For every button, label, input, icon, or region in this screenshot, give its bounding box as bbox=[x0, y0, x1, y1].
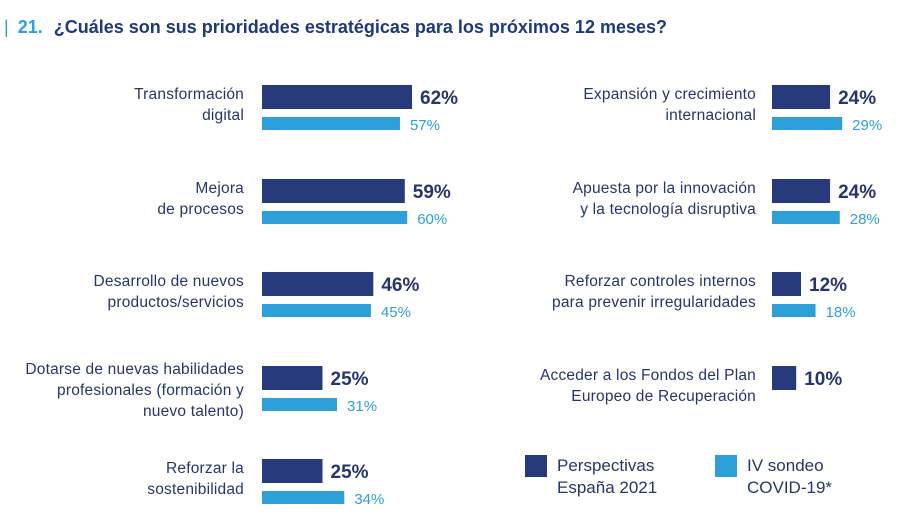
value-label-series1-p2-c2: 24% bbox=[838, 182, 876, 203]
title-accent: | bbox=[4, 17, 9, 37]
bar-series1-p1-c2 bbox=[262, 179, 405, 203]
bar-series1-p1-c4 bbox=[262, 366, 323, 390]
category-label-p1-c4-line1: Dotarse de nuevas habilidades bbox=[25, 361, 244, 378]
value-label-series2-p1-c2: 60% bbox=[417, 211, 447, 228]
value-label-series2-p2-c3: 18% bbox=[826, 304, 856, 321]
legend-swatch-perspectivas bbox=[525, 455, 547, 477]
bar-series1-p2-c4 bbox=[772, 366, 797, 390]
bar-series2-p1-c2 bbox=[262, 211, 408, 224]
bar-series1-p2-c1 bbox=[772, 85, 831, 109]
bar-series2-p2-c1 bbox=[772, 117, 843, 130]
value-label-series1-p1-c5: 25% bbox=[331, 462, 369, 483]
bar-series1-p1-c1 bbox=[262, 85, 413, 109]
value-label-series1-p1-c2: 59% bbox=[413, 182, 451, 203]
category-label-p1-c4-line2: profesionales (formación y bbox=[57, 382, 244, 399]
category-label-p2-c2-line1: Apuesta por la innovación bbox=[573, 180, 756, 197]
value-label-series2-p1-c3: 45% bbox=[381, 304, 411, 321]
category-label-p1-c2-line2: de procesos bbox=[157, 201, 244, 218]
value-label-series1-p1-c1: 62% bbox=[420, 88, 458, 109]
category-label-p1-c1-line2: digital bbox=[202, 107, 244, 124]
category-label-p1-c3-line2: productos/servicios bbox=[108, 294, 245, 311]
value-label-series1-p2-c4: 10% bbox=[804, 369, 842, 390]
category-label-p1-c4-line3: nuevo talento) bbox=[143, 403, 244, 420]
category-label-p1-c2-line1: Mejora bbox=[195, 180, 244, 197]
value-label-series2-p1-c1: 57% bbox=[410, 117, 440, 134]
value-label-series1-p1-c4: 25% bbox=[331, 369, 369, 390]
value-label-series2-p2-c1: 29% bbox=[852, 117, 882, 134]
category-label-p1-c1-line1: Transformación bbox=[134, 86, 244, 103]
category-label-p1-c5-line1: Reforzar la bbox=[166, 460, 244, 477]
legend-swatch-iv-sondeo bbox=[715, 455, 737, 477]
chart-title: | 21. ¿Cuáles son sus prioridades estrat… bbox=[4, 17, 667, 38]
value-label-series2-p1-c5: 34% bbox=[354, 491, 384, 508]
bar-series2-p2-c3 bbox=[772, 304, 816, 317]
value-label-series2-p2-c2: 28% bbox=[850, 211, 880, 228]
bar-series1-p1-c5 bbox=[262, 459, 323, 483]
category-label-p2-c3-line2: para prevenir irregularidades bbox=[552, 294, 756, 311]
category-label-p2-c1-line2: internacional bbox=[666, 107, 757, 124]
bar-series1-p1-c3 bbox=[262, 272, 374, 296]
bar-series1-p2-c3 bbox=[772, 272, 802, 296]
bar-series2-p2-c2 bbox=[772, 211, 840, 224]
category-label-p2-c1-line1: Expansión y crecimiento bbox=[583, 86, 756, 103]
value-label-series1-p2-c1: 24% bbox=[838, 88, 876, 109]
legend-label-perspectivas: Perspectivas España 2021 bbox=[557, 456, 658, 497]
bar-series2-p1-c3 bbox=[262, 304, 371, 317]
value-label-series2-p1-c4: 31% bbox=[347, 398, 377, 415]
bar-series2-p1-c1 bbox=[262, 117, 400, 130]
category-label-p1-c3-line1: Desarrollo de nuevos bbox=[94, 273, 245, 290]
title-number: 21. bbox=[17, 17, 43, 37]
bar-series1-p2-c2 bbox=[772, 179, 831, 203]
title-text: ¿Cuáles son sus prioridades estratégicas… bbox=[53, 17, 667, 37]
value-label-series1-p1-c3: 46% bbox=[381, 275, 419, 296]
bar-series2-p1-c5 bbox=[262, 491, 345, 504]
category-label-p2-c2-line2: y la tecnología disruptiva bbox=[580, 201, 756, 218]
category-label-p2-c3-line1: Reforzar controles internos bbox=[565, 273, 757, 290]
bar-series2-p1-c4 bbox=[262, 398, 338, 411]
category-label-p1-c5-line2: sostenibilidad bbox=[147, 481, 244, 498]
legend-label-iv-sondeo: IV sondeo COVID-19* bbox=[747, 456, 833, 497]
category-label-p2-c4-line1: Acceder a los Fondos del Plan bbox=[540, 367, 756, 384]
category-label-p2-c4-line2: Europeo de Recuperación bbox=[571, 388, 756, 405]
value-label-series1-p2-c3: 12% bbox=[809, 275, 847, 296]
